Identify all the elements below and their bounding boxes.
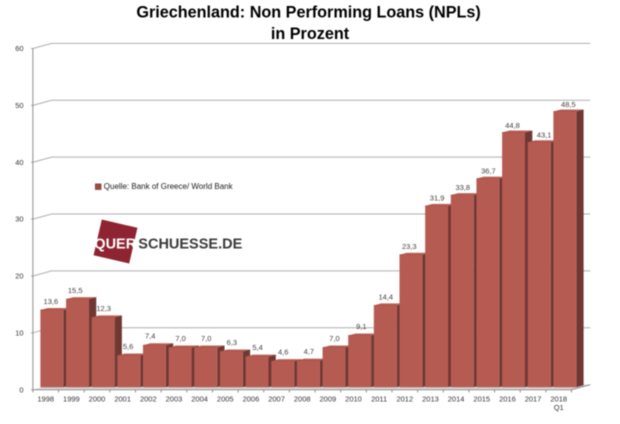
svg-text:31,9: 31,9 <box>430 194 445 203</box>
svg-text:60: 60 <box>15 44 23 53</box>
svg-text:2000: 2000 <box>89 395 106 404</box>
svg-text:2006: 2006 <box>243 395 260 404</box>
svg-text:SCHUESSE.DE: SCHUESSE.DE <box>138 237 242 253</box>
svg-text:33,8: 33,8 <box>455 183 470 192</box>
svg-text:2018: 2018 <box>550 395 567 404</box>
svg-text:5,6: 5,6 <box>123 342 133 351</box>
svg-text:1999: 1999 <box>63 395 80 404</box>
svg-text:QUER: QUER <box>94 237 136 253</box>
svg-text:23,3: 23,3 <box>402 242 417 251</box>
svg-text:2009: 2009 <box>320 395 337 404</box>
svg-text:7,4: 7,4 <box>145 332 155 341</box>
svg-text:14,4: 14,4 <box>378 292 393 301</box>
svg-text:2008: 2008 <box>294 395 311 404</box>
svg-text:2010: 2010 <box>345 395 362 404</box>
svg-text:2013: 2013 <box>422 395 439 404</box>
svg-text:12,3: 12,3 <box>96 304 111 313</box>
svg-text:7,0: 7,0 <box>201 334 211 343</box>
svg-text:2007: 2007 <box>268 395 285 404</box>
svg-text:13,6: 13,6 <box>44 297 59 306</box>
svg-text:Griechenland: Non Performing L: Griechenland: Non Performing Loans (NPLs… <box>136 3 480 21</box>
svg-text:36,7: 36,7 <box>481 167 496 176</box>
svg-text:in Prozent: in Prozent <box>271 25 350 43</box>
svg-text:7,0: 7,0 <box>175 334 185 343</box>
svg-text:4,7: 4,7 <box>304 347 314 356</box>
svg-text:0: 0 <box>19 385 23 394</box>
svg-text:4,6: 4,6 <box>278 347 288 356</box>
svg-text:30: 30 <box>15 215 23 224</box>
svg-text:2015: 2015 <box>473 395 490 404</box>
svg-text:2017: 2017 <box>525 395 542 404</box>
svg-text:9,1: 9,1 <box>356 322 366 331</box>
svg-text:15,5: 15,5 <box>68 286 83 295</box>
svg-text:10: 10 <box>15 328 23 337</box>
svg-text:50: 50 <box>15 101 23 110</box>
svg-text:2012: 2012 <box>396 395 413 404</box>
svg-text:Quelle: Bank of Greece/ World: Quelle: Bank of Greece/ World Bank <box>104 182 234 191</box>
svg-text:6,3: 6,3 <box>227 338 237 347</box>
svg-text:5,4: 5,4 <box>252 343 262 352</box>
svg-text:44,8: 44,8 <box>505 121 520 130</box>
svg-text:2004: 2004 <box>191 395 208 404</box>
svg-text:40: 40 <box>15 158 23 167</box>
svg-text:1998: 1998 <box>37 395 54 404</box>
svg-text:20: 20 <box>15 272 23 281</box>
svg-text:2001: 2001 <box>114 395 131 404</box>
svg-text:2011: 2011 <box>371 395 387 404</box>
svg-text:2016: 2016 <box>499 395 516 404</box>
svg-text:Q1: Q1 <box>554 403 564 412</box>
svg-text:43,1: 43,1 <box>537 131 552 140</box>
svg-text:48,5: 48,5 <box>561 100 576 109</box>
svg-text:2003: 2003 <box>166 395 183 404</box>
svg-text:2002: 2002 <box>140 395 157 404</box>
svg-text:2014: 2014 <box>448 395 465 404</box>
svg-text:7,0: 7,0 <box>329 334 339 343</box>
svg-text:2005: 2005 <box>217 395 234 404</box>
